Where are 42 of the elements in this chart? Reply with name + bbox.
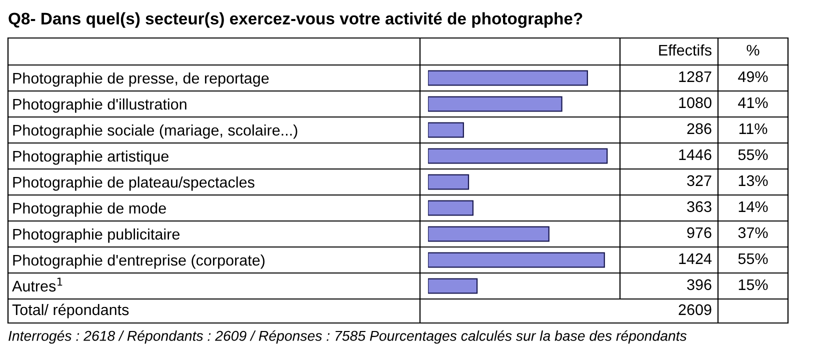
text: % — [746, 44, 760, 56]
text: 37% — [738, 227, 768, 238]
chart-title: Q8- Dans quel(s) secteur(s) exercez-vous votre activité de photographe? — [8, 12, 582, 28]
y-tick-label: Photographie de mode — [13, 202, 166, 217]
bar — [428, 148, 608, 164]
text: 41% — [738, 97, 768, 108]
y-tick-label: Photographie sociale (mariage, scolaire...) — [13, 124, 298, 139]
bar — [428, 96, 562, 112]
text: 14% — [738, 201, 768, 212]
bar — [428, 200, 474, 216]
data-label: 1424 — [679, 253, 712, 264]
data-label: 1080 — [679, 97, 712, 108]
text: 11% — [739, 123, 768, 134]
data-label: 286 — [687, 123, 712, 134]
text: 49% — [738, 71, 768, 82]
y-tick-label: Photographie publicitaire — [13, 228, 180, 243]
bar — [428, 122, 464, 138]
y-tick-label: Autres$^{1}$ — [12, 278, 62, 292]
data-label: 976 — [687, 227, 712, 238]
y-tick-label: Photographie de plateau/spectacles — [13, 176, 254, 191]
bar — [428, 174, 470, 190]
y-tick-label: Photographie de presse, de reportage — [13, 72, 269, 87]
bar — [428, 278, 478, 294]
data-label: 363 — [687, 201, 712, 212]
text: Total/ répondants — [12, 304, 129, 318]
bar — [428, 226, 550, 242]
text: 55% — [738, 149, 768, 160]
y-tick-label: Photographie d'entreprise (corporate) — [13, 254, 264, 269]
text: 15% — [738, 279, 768, 290]
text: 2609 — [678, 304, 712, 316]
bar — [428, 70, 588, 86]
y-tick-label: Photographie d'illustration — [13, 98, 186, 113]
text: 13% — [738, 175, 768, 186]
text: Interrogés : 2618 / Répondants : 2609 / Réponses : 7585 Pourcentages calculés sur la base des répondants — [8, 330, 687, 344]
data-label: 1446 — [679, 149, 712, 160]
data-label: 327 — [687, 175, 712, 186]
data-label: 396 — [687, 279, 712, 290]
bar — [428, 252, 605, 268]
text: 55% — [738, 253, 768, 264]
data-label: 1287 — [679, 71, 712, 82]
y-tick-label: Photographie artistique — [13, 150, 168, 165]
text: Effectifs — [659, 44, 712, 56]
